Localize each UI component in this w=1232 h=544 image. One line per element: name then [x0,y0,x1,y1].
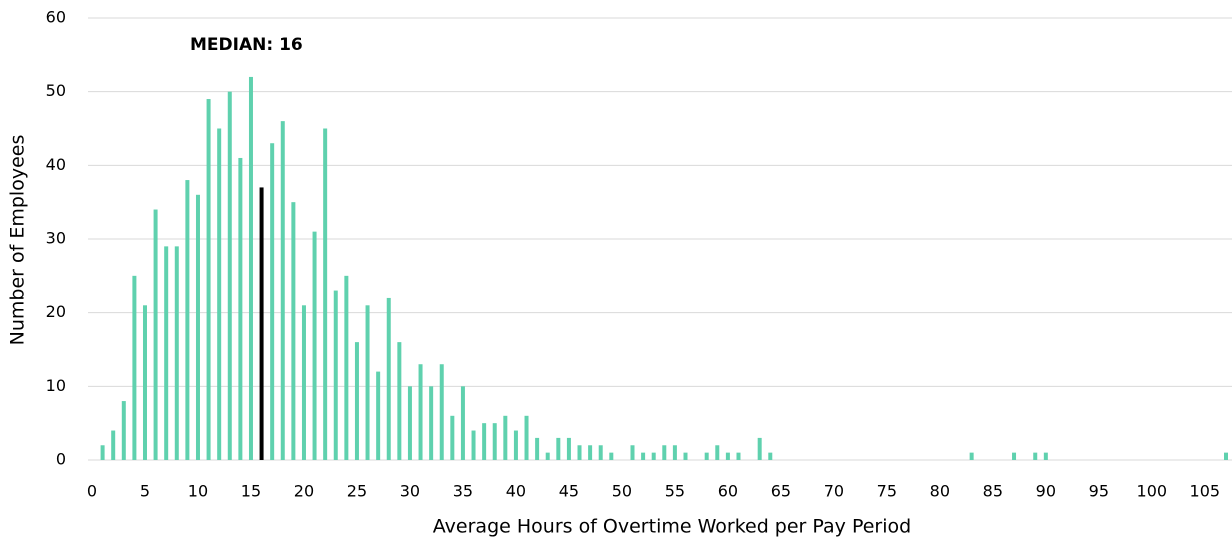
bar [429,386,434,460]
bar [535,437,540,460]
bar [641,452,646,460]
bar [206,99,211,461]
bar [651,452,656,460]
bar [1033,452,1038,460]
bar [333,290,338,460]
bar [439,364,444,460]
bar [365,305,370,460]
bar [609,452,614,460]
bar [291,202,296,460]
bar [376,371,381,460]
y-tick-label: 10 [46,376,66,395]
bar [683,452,688,460]
y-tick-label: 30 [46,229,66,248]
bar [259,187,264,460]
bar [471,430,476,460]
x-tick-label: 30 [400,482,420,501]
bar [598,445,603,460]
bar [482,423,487,460]
x-axis-label: Average Hours of Overtime Worked per Pay… [433,516,911,538]
x-tick-label: 70 [824,482,844,501]
y-axis-label: Number of Employees [7,135,29,346]
bar [238,157,243,460]
bar [270,143,275,460]
bar [757,437,762,460]
bar [248,76,253,460]
x-tick-label: 90 [1036,482,1056,501]
y-tick-label: 20 [46,302,66,321]
bar [513,430,518,460]
bar [418,364,423,460]
bar [1012,452,1017,460]
bar [503,415,508,460]
x-tick-label: 5 [140,482,150,501]
bar [100,445,105,460]
x-tick-label: 80 [930,482,950,501]
bar [450,415,455,460]
bar [725,452,730,460]
bar [121,401,126,460]
bar [736,452,741,460]
bar [195,194,200,461]
bar [312,231,317,460]
bar [174,246,179,460]
x-tick-label: 25 [347,482,367,501]
x-tick-label: 40 [506,482,526,501]
bar [132,275,137,460]
bar [153,209,158,460]
y-tick-label: 60 [46,8,66,27]
x-tick-label: 95 [1089,482,1109,501]
bar [556,437,561,460]
bar [354,342,359,460]
bar [323,128,328,460]
bar [630,445,635,460]
bar [566,437,571,460]
bar [1043,452,1048,460]
bar [1224,452,1228,460]
bar [768,452,773,460]
bar [111,430,116,460]
x-tick-label: 50 [612,482,632,501]
x-tick-label: 45 [559,482,579,501]
bar [588,445,593,460]
y-tick-label: 50 [46,81,66,100]
x-tick-label: 10 [188,482,208,501]
x-tick-label: 20 [294,482,314,501]
bar [227,91,232,461]
bar [397,342,402,460]
x-tick-label: 0 [87,482,97,501]
bar [185,180,190,461]
bar [715,445,720,460]
bar [344,275,349,460]
x-tick-label: 85 [983,482,1003,501]
median-annotation: MEDIAN: 16 [190,35,303,55]
y-tick-label: 0 [56,450,66,469]
x-tick-label: 100 [1137,482,1168,501]
bar [545,452,550,460]
x-tick-label: 55 [665,482,685,501]
x-tick-label: 15 [241,482,261,501]
bar [460,386,465,460]
x-tick-label: 105 [1190,482,1221,501]
x-tick-label: 35 [453,482,473,501]
bar [577,445,582,460]
bar [407,386,412,460]
bar [492,423,497,460]
bar [672,445,677,460]
x-tick-label: 75 [877,482,897,501]
bar [142,305,147,460]
bar [386,297,391,460]
x-tick-label: 65 [771,482,791,501]
bar [301,305,306,460]
x-tick-label: 60 [718,482,738,501]
bar [969,452,974,460]
bar [217,128,222,460]
bar [662,445,667,460]
bar [524,415,529,460]
y-tick-label: 40 [46,155,66,174]
bar [704,452,709,460]
bar [280,121,285,460]
bar [164,246,169,460]
